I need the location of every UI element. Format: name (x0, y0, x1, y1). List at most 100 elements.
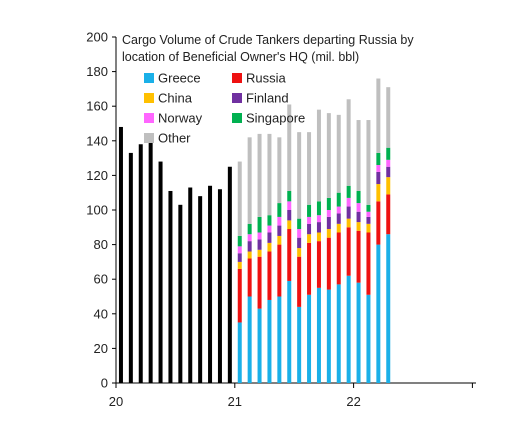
x-tick-label: 22 (346, 394, 360, 409)
stack-segment-other (267, 133, 272, 216)
legend-swatch-other (144, 133, 154, 143)
stack-segment-norway (376, 165, 381, 172)
stack-segment-finland (267, 232, 272, 243)
stack-segment-russia (237, 268, 242, 323)
stack-segment-greece (297, 306, 302, 383)
stack-segment-norway (237, 246, 242, 254)
total-bar (188, 187, 193, 383)
stack-segment-russia (326, 237, 331, 290)
stack-segment-greece (386, 234, 391, 383)
stack-segment-finland (277, 225, 282, 236)
stack-segment-greece (346, 275, 351, 383)
stack-segment-norway (247, 234, 252, 242)
stack-segment-other (297, 132, 302, 219)
stack-segment-china (356, 222, 361, 231)
legend-label-finland: Finland (246, 91, 289, 106)
stack-segment-russia (257, 256, 262, 309)
stack-segment-singapore (366, 204, 371, 212)
y-axis: 0 20 40 60 80 100 120 140 160 180 200 (86, 30, 117, 391)
stack-segment-greece (316, 287, 321, 383)
legend-swatch-greece (144, 73, 154, 83)
stack-segment-finland (376, 171, 381, 185)
stack-segment-norway (287, 201, 292, 210)
y-tick-label: 0 (101, 376, 108, 391)
stack-segment-norway (326, 210, 331, 217)
stack-segment-russia (297, 256, 302, 307)
stack-segment-china (267, 242, 272, 252)
stack-segment-greece (336, 284, 341, 383)
stack-segment-greece (277, 296, 282, 383)
y-tick-label: 80 (94, 237, 108, 252)
stack-segment-china (326, 229, 331, 238)
stack-segment-greece (307, 294, 312, 383)
stack-segment-other (287, 104, 292, 191)
stack-segment-norway (336, 206, 341, 214)
stack-segment-norway (267, 225, 272, 233)
stack-segment-greece (287, 280, 292, 383)
chart-title: Cargo Volume of Crude Tankers departing … (122, 33, 414, 64)
stack-segment-china (386, 177, 391, 195)
stack-segment-greece (247, 296, 252, 383)
x-tick-label: 20 (109, 394, 123, 409)
stack-segment-other (277, 137, 282, 204)
stack-segment-other (336, 114, 341, 193)
stack-segment-norway (316, 215, 321, 223)
y-tick-label: 120 (86, 168, 108, 183)
stack-segment-greece (326, 289, 331, 383)
y-tick-label: 100 (86, 203, 108, 218)
stack-segment-singapore (307, 204, 312, 217)
stack-segment-finland (346, 206, 351, 219)
total-bar (168, 190, 173, 383)
stack-segment-finland (237, 253, 242, 262)
stack-segment-greece (356, 282, 361, 383)
stack-segment-other (257, 133, 262, 217)
y-tick-label: 180 (86, 64, 108, 79)
stack-segment-greece (267, 299, 272, 383)
legend-swatch-singapore (232, 113, 242, 123)
stack-segment-china (316, 232, 321, 242)
total-bar (178, 204, 183, 383)
stack-segment-china (247, 251, 252, 259)
stack-segment-china (297, 248, 302, 257)
stack-segment-china (307, 234, 312, 243)
stack-segment-russia (346, 227, 351, 276)
legend: Greece Russia China Finland Norway Singapore O… (144, 71, 305, 146)
legend-label-norway: Norway (158, 111, 203, 126)
stack-segment-russia (267, 251, 272, 300)
legend-swatch-finland (232, 93, 242, 103)
stack-segment-singapore (346, 185, 351, 198)
stack-segment-singapore (297, 218, 302, 230)
stack-segment-china (287, 220, 292, 230)
total-bar (198, 196, 203, 383)
stack-segment-finland (307, 223, 312, 235)
y-tick-label: 60 (94, 272, 108, 287)
legend-swatch-china (144, 93, 154, 103)
stack-segment-other (376, 78, 381, 153)
stack-segment-finland (386, 166, 391, 178)
stack-segment-russia (366, 232, 371, 295)
y-tick-label: 160 (86, 99, 108, 114)
bars (118, 78, 391, 384)
stack-segment-norway (356, 203, 361, 212)
stack-segment-finland (297, 237, 302, 249)
stack-segment-greece (237, 322, 242, 383)
stack-segment-singapore (277, 203, 282, 217)
stack-segment-china (277, 235, 282, 245)
stack-segment-russia (316, 241, 321, 288)
stack-segment-finland (336, 213, 341, 224)
stack-segment-norway (386, 159, 391, 167)
y-tick-label: 200 (86, 30, 108, 45)
stack-segment-singapore (336, 192, 341, 207)
y-tick-label: 140 (86, 133, 108, 148)
stack-segment-other (366, 120, 371, 205)
stack-segment-other (237, 161, 242, 236)
stack-segment-russia (356, 230, 361, 283)
stack-segment-singapore (376, 152, 381, 166)
stack-segment-other (356, 120, 361, 191)
total-bar (118, 126, 123, 384)
stack-segment-singapore (316, 201, 321, 216)
stack-segment-russia (386, 194, 391, 235)
stack-segment-china (237, 261, 242, 269)
total-bar (128, 152, 133, 383)
